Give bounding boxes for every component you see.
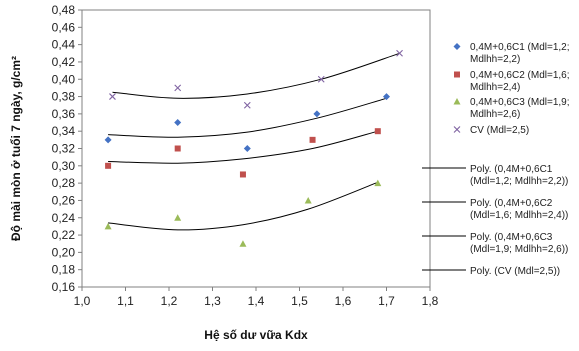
y-tick-label: 0,24 (52, 211, 76, 225)
series-3-point (304, 196, 312, 204)
series-1-point (383, 93, 390, 101)
y-tick-label: 0,26 (52, 193, 76, 207)
y-tick-label: 0,32 (52, 142, 76, 156)
trendline-2 (108, 130, 378, 164)
legend-label-4: CV (Mdl=2,5) (470, 125, 529, 136)
series-4-point-stroke-b (243, 101, 251, 109)
legend-label-3: Mdlhh=2,6) (470, 109, 520, 120)
legend-label-2: Mdlhh=2,4) (470, 82, 520, 93)
y-tick-label: 0,44 (52, 38, 76, 52)
y-tick-label: 0,42 (52, 55, 76, 69)
series-2-point (105, 162, 112, 169)
legend-trend-label-2: (Mdl=1,6; Mdlhh=2,4)) (470, 210, 568, 221)
y-tick-label: 0,20 (52, 245, 76, 259)
x-tick-label: 1,8 (422, 294, 439, 308)
data-markers (104, 49, 403, 247)
series-1-point (313, 110, 321, 118)
series-4-point (109, 93, 116, 100)
series-3-point (239, 240, 247, 247)
legend-label-1: 0,4M+0,6C1 (Mdl=1,2; (470, 42, 570, 53)
y-tick-label: 0,38 (52, 90, 76, 104)
series-4-point (317, 75, 325, 83)
legend-trend-label-2: Poly. (0,4M+0,6C2 (470, 198, 553, 209)
series-1-point (243, 145, 251, 152)
y-tick-label: 0,46 (52, 20, 76, 34)
series-4-point (396, 49, 403, 57)
x-tick-label: 1,6 (335, 294, 352, 308)
y-tick-label: 0,22 (52, 228, 76, 242)
y-tick-label: 0,28 (52, 176, 76, 190)
series-2-point (374, 128, 381, 135)
legend: 0,4M+0,6C1 (Mdl=1,2;Mdlhh=2,2) 0,4M+0,6C2… (422, 42, 570, 277)
x-tick-label: 1,7 (378, 294, 395, 308)
legend-trend-label-4: Poly. (CV (Mdl=2,5)) (470, 266, 560, 277)
y-tick-label: 0,36 (52, 107, 76, 121)
legend-marker-2 (454, 71, 460, 78)
x-tick-label: 1,3 (204, 294, 221, 308)
series-4-point-stroke-b (396, 49, 403, 57)
y-tick-label: 0,48 (52, 3, 76, 17)
series-2-point (239, 171, 246, 178)
legend-label-1: Mdlhh=2,2) (470, 54, 520, 65)
series-1-point (104, 136, 112, 144)
legend-trend-label-1: Poly. (0,4M+0,6C1 (470, 164, 553, 175)
y-axis-title: Độ mài mòn ở tuổi 7 ngày, g/cm² (9, 56, 23, 241)
legend-trend-label-3: Poly. (0,4M+0,6C3 (470, 232, 553, 243)
x-axis-title: Hệ số dư vữa Kdx (204, 328, 308, 342)
y-tick-label: 0,40 (52, 72, 76, 86)
y-tick-label: 0,16 (52, 280, 76, 294)
y-axis-ticks: 0,16 0,18 0,20 0,22 0,24 0,26 0,28 0,30 0,32 0,34… (52, 3, 82, 294)
x-tick-label: 1,4 (248, 294, 265, 308)
trendline-1 (108, 97, 387, 138)
series-3-point (104, 222, 112, 230)
legend-marker-4-stroke-b (453, 126, 461, 133)
legend-label-3: 0,4M+0,6C3 (Mdl=1,9; (470, 97, 570, 108)
series-4-point-stroke-b (317, 75, 325, 83)
series-4-point-stroke-b (109, 93, 116, 100)
x-tick-label: 1,2 (161, 294, 178, 308)
x-axis-ticks: 1,0 1,1 1,2 1,3 1,4 1,5 1,6 1,7 1,8 (74, 287, 439, 308)
series-3-point (374, 179, 382, 187)
series-4-point-stroke-b (174, 84, 182, 92)
trendlines (108, 52, 400, 231)
trendline-3 (108, 181, 378, 231)
y-tick-label: 0,18 (52, 263, 76, 277)
plot-area (81, 9, 431, 288)
series-2-point (174, 145, 181, 152)
legend-marker-3 (453, 98, 461, 105)
series-4-point (243, 101, 251, 109)
series-3-point (174, 214, 182, 221)
x-tick-label: 1,0 (74, 294, 91, 308)
series-1-point (174, 119, 182, 127)
legend-label-2: 0,4M+0,6C2 (Mdl=1,6; (470, 70, 570, 81)
y-tick-label: 0,30 (52, 159, 76, 173)
x-tick-label: 1,1 (117, 294, 134, 308)
legend-marker-1 (453, 43, 461, 50)
trendline-4 (112, 52, 400, 99)
legend-marker-4 (453, 126, 461, 133)
series-2-point (309, 136, 316, 143)
legend-trend-label-3: (Mdl=1,9; Mdlhh=2,6)) (470, 244, 568, 255)
y-tick-label: 0,34 (52, 124, 76, 138)
x-tick-label: 1,5 (291, 294, 308, 308)
legend-trend-label-1: (Mdl=1,2; Mdlhh=2,2)) (470, 176, 568, 187)
series-4-point (174, 84, 182, 92)
